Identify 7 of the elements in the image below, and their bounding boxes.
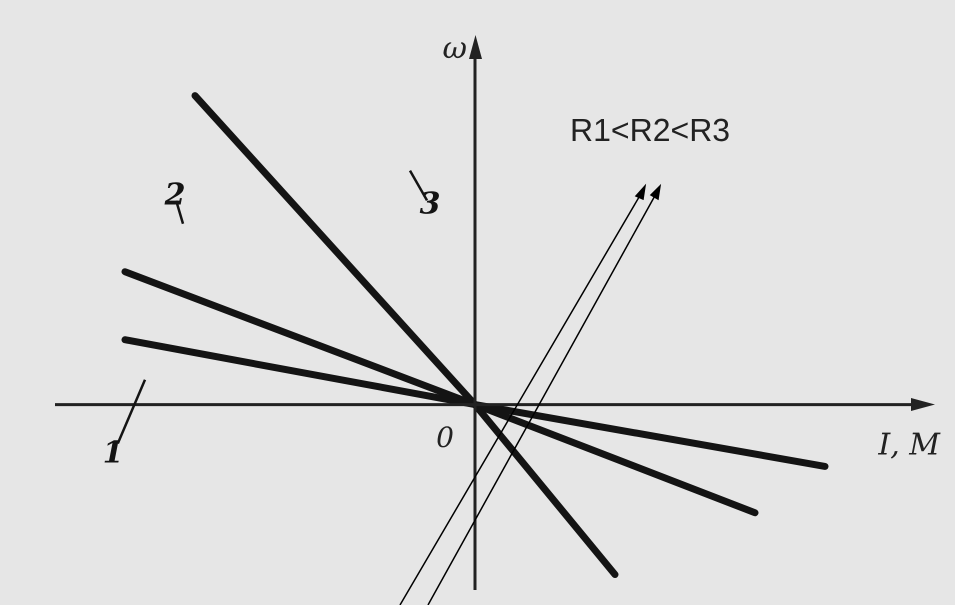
text: 1: [102, 436, 124, 471]
annotation: 0: [436, 420, 454, 454]
annotation: R1<R2<R3: [570, 112, 730, 148]
text: 2: [164, 178, 186, 213]
legend-label: 3: [420, 186, 440, 222]
y-axis-title: ω: [442, 30, 467, 66]
x-axis-title: I, M: [877, 427, 942, 462]
